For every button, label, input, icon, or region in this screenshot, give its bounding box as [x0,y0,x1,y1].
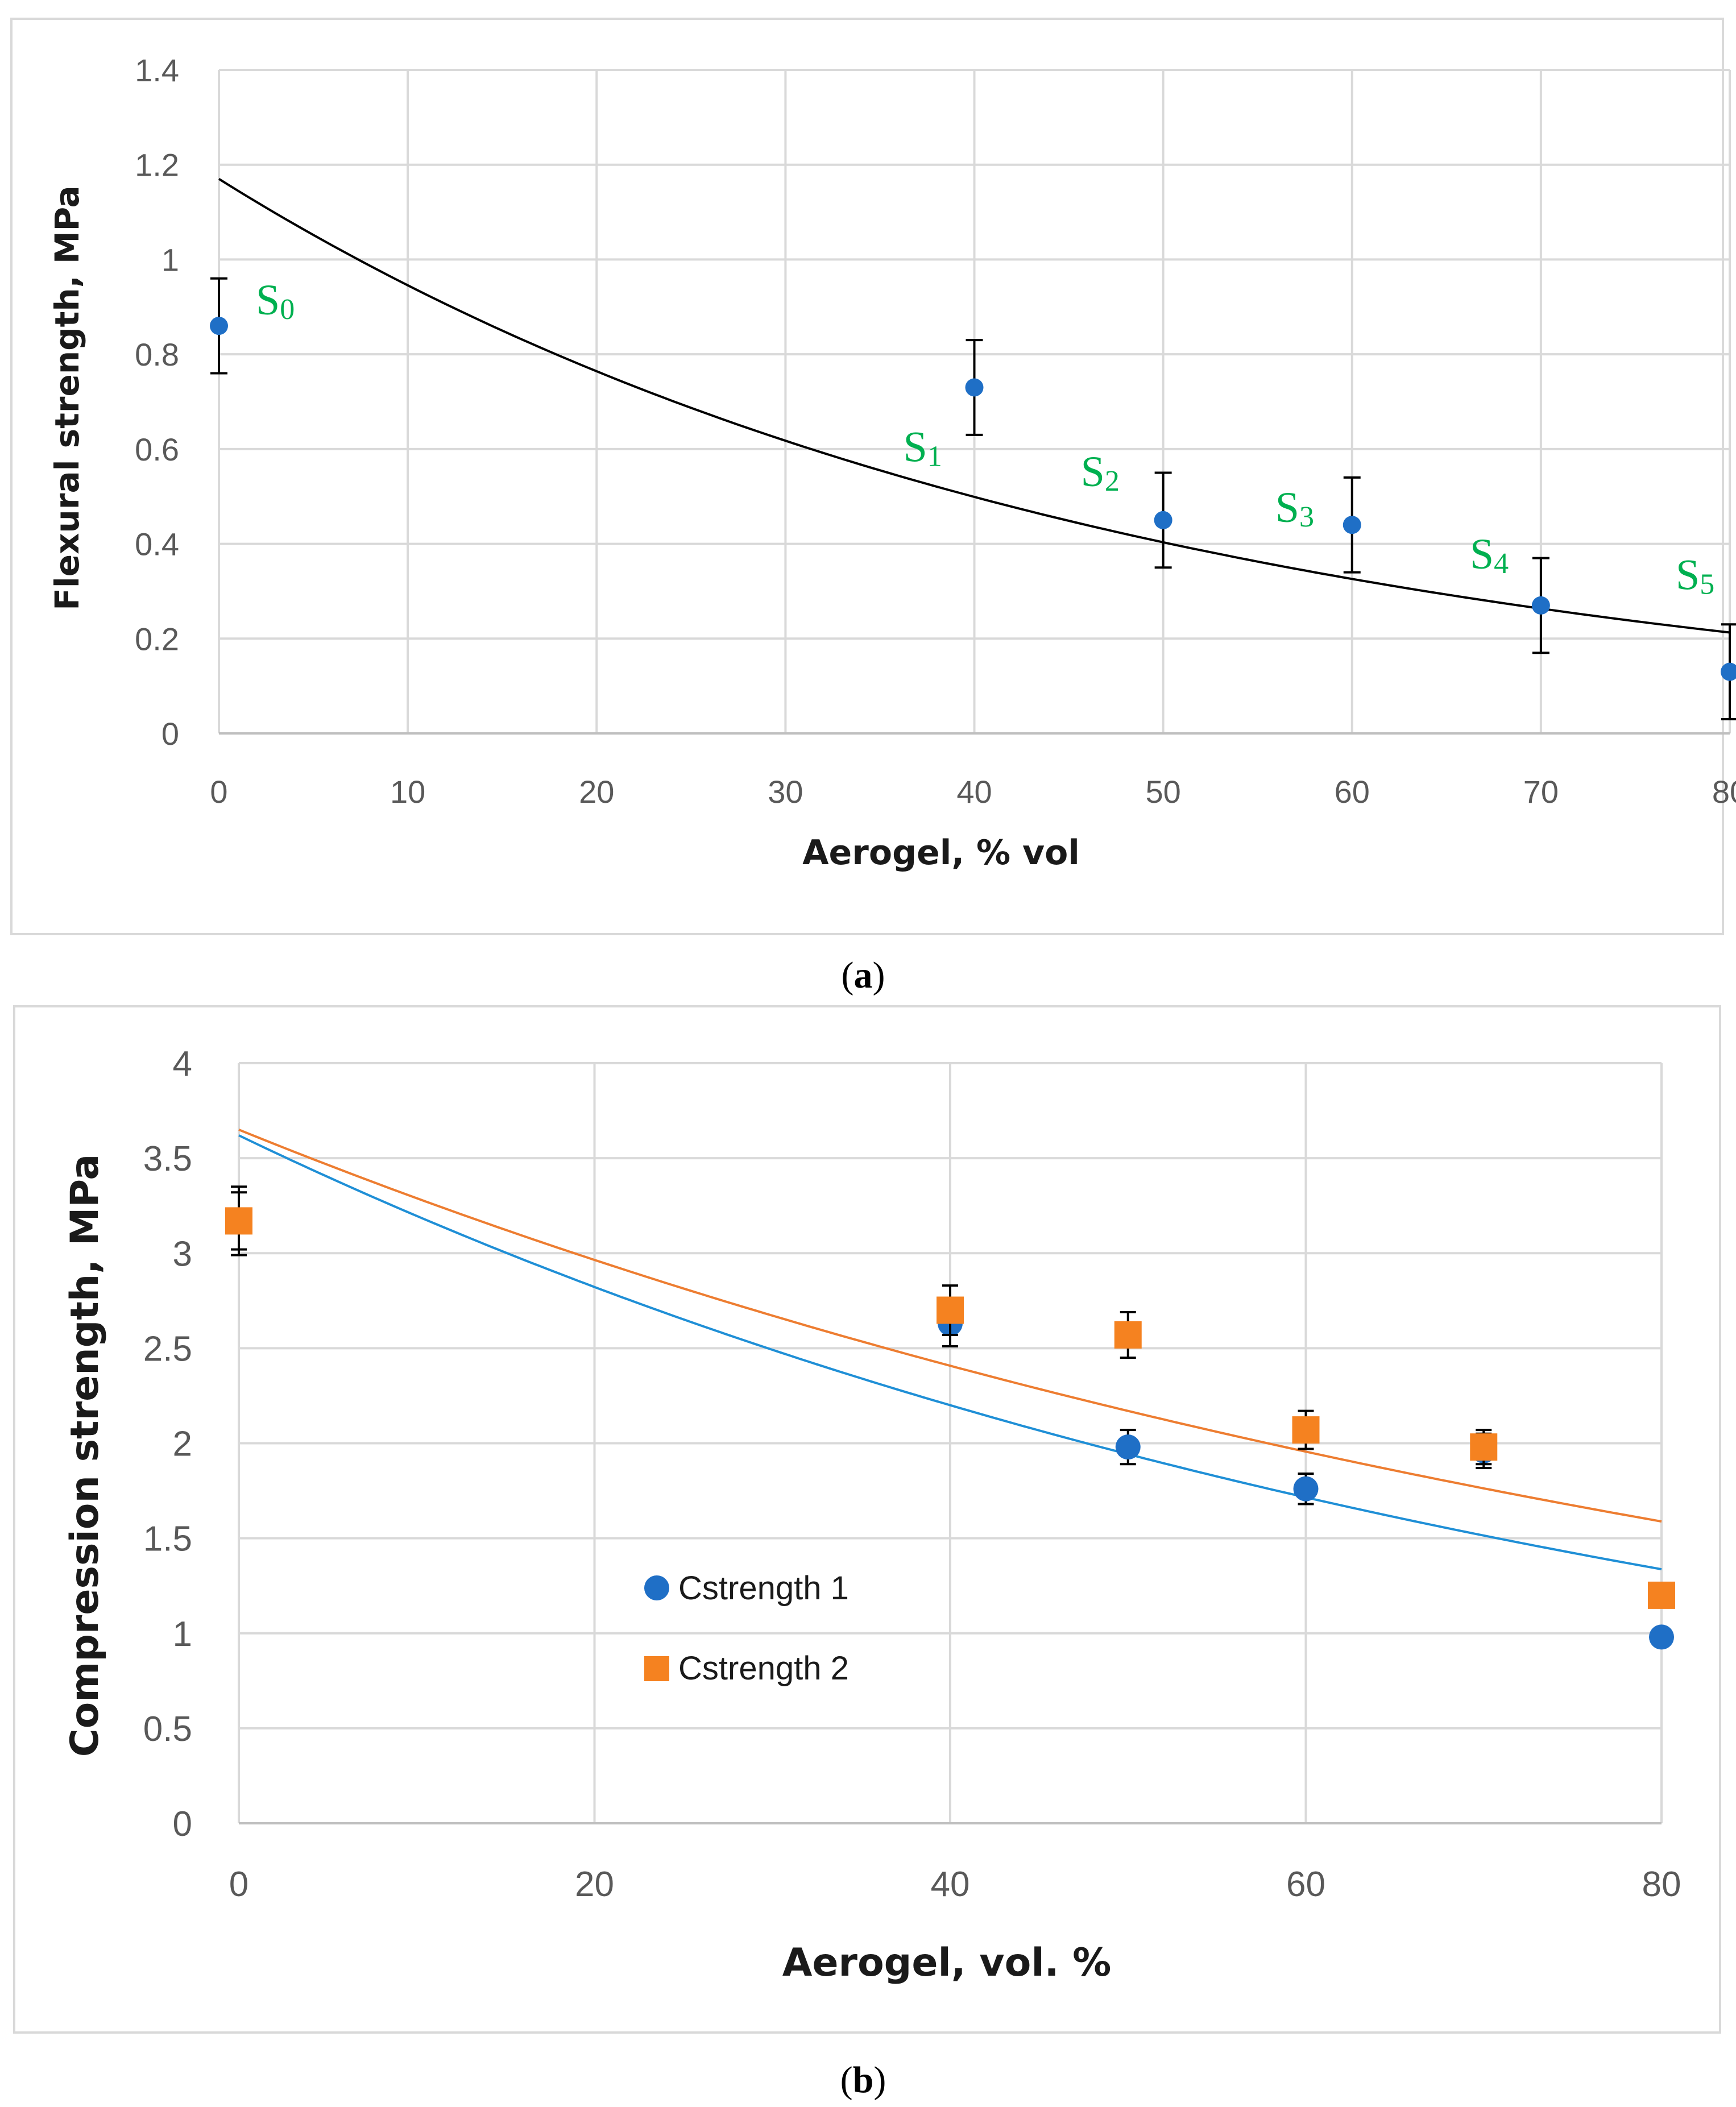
point-label-subscript: 2 [1105,465,1120,497]
panel-a-x-axis-title: Aerogel, % vol [802,833,1080,873]
panel-a-frame [10,18,1724,935]
panel-a-trendline-curve [218,178,1730,634]
panel-b-data-point-circle [1115,1434,1141,1460]
panel-b-data-points [225,1185,1675,1650]
panel-a-data-point [1721,662,1736,681]
panel-b-x-tick-label: 40 [931,1865,970,1904]
point-label-letter: S [1470,530,1494,578]
panel-a-x-tick-label: 10 [390,774,425,810]
panel-b-caption: (b) [840,2059,886,2101]
panel-a-x-tick-label: 80 [1712,774,1736,810]
panel-a-x-tick-label: 40 [956,774,992,810]
point-label-subscript: 5 [1700,569,1714,601]
legend-marker-cstrength-2 [644,1656,669,1681]
panel-a-y-tick-label: 0.2 [135,621,179,657]
panel-b-x-axis-title: Aerogel, vol. % [782,1940,1112,1985]
panel-a-data-point [1531,596,1550,615]
panel-b-data-point-circle [1293,1476,1319,1502]
panel-b-trendline-circle [238,1134,1662,1571]
panel-a-caption-letter: a [854,955,873,996]
panel-b-data-point-circle [1649,1624,1674,1650]
panel-b-trendline-square [238,1129,1662,1523]
panel-b-y-tick-label: 3.5 [143,1139,192,1179]
point-label-letter: S [1676,551,1700,599]
panel-a-y-axis-title: Flexural strength, MPa [48,185,86,610]
panel-a-caption: (a) [842,955,885,996]
panel-b-frame [13,1005,1721,2034]
panel-a-data-point [1154,511,1172,529]
panel-a-y-tick-label: 0.6 [135,432,179,467]
panel-a-x-tick-label: 20 [579,774,614,810]
panel-a-point-label: S3 [1275,484,1314,533]
point-label-subscript: 3 [1299,501,1314,533]
point-label-subscript: 1 [927,440,942,472]
point-label-letter: S [1081,448,1105,496]
panel-b-data-point-square [937,1296,964,1324]
panel-b-caption-letter: b [853,2059,874,2101]
panel-b-y-tick-label: 1.5 [143,1520,192,1559]
panel-b-gridlines [238,1062,1663,1824]
panel-a-point-label: S0 [256,276,295,326]
panel-a-x-tick-label: 50 [1145,774,1180,810]
legend-marker-cstrength-1 [644,1575,669,1600]
point-label-letter: S [256,276,280,324]
panel-a-data-point [210,317,228,335]
panel-b-y-tick-label: 0 [173,1805,192,1844]
panel-b-y-tick-label: 1 [173,1615,192,1654]
panel-b-data-point-square [1648,1581,1675,1609]
panel-a-data-point [1343,516,1361,534]
panel-a-point-label: S2 [1081,448,1120,497]
panel-b-y-tick-label: 0.5 [143,1710,192,1749]
panel-b-y-tick-label: 4 [173,1044,192,1084]
panel-b-y-tick-label: 2 [173,1425,192,1464]
panel-b-legend: Cstrength 1 Cstrength 2 [644,1570,849,1687]
legend-label-cstrength-1: Cstrength 1 [678,1570,849,1607]
panel-a-x-tick-label: 30 [768,774,803,810]
panel-b-data-point-square [1292,1416,1320,1444]
panel-b-y-tick-label: 3 [173,1234,192,1274]
panel-b-trendlines [238,1129,1662,1571]
panel-b-data-point-square [1114,1321,1142,1349]
panel-a-y-tick-label: 0.8 [135,337,179,372]
panel-a-flexural-strength-chart: 00.20.40.60.811.21.401020304050607080 S0… [10,18,1736,935]
panel-b-data-point-square [1470,1433,1498,1461]
panel-b-y-axis-title: Compression strength, MPa [63,1154,107,1757]
panel-b-tick-labels: 00.511.522.533.540 20 40 60 80 [143,1044,1681,1904]
panel-b-compression-strength-chart: 00.511.522.533.540 20 40 60 80 Aerogel, vol.… [13,1005,1721,2034]
panel-a-trendline [218,178,1730,634]
panel-a-y-tick-label: 1.2 [135,147,179,183]
panel-a-y-tick-label: 1 [161,242,179,277]
point-label-subscript: 4 [1494,548,1509,580]
panel-a-x-tick-label: 70 [1523,774,1559,810]
panel-b-y-tick-label: 2.5 [143,1329,192,1368]
panel-a-x-tick-label: 0 [210,774,227,810]
panel-b-x-tick-label: 60 [1286,1865,1325,1904]
panel-a-point-label: S1 [904,423,942,472]
panel-a-point-label: S4 [1470,530,1509,580]
panel-b-data-point-square [225,1207,252,1235]
panel-a-y-tick-label: 1.4 [135,52,179,88]
point-label-letter: S [1275,484,1299,532]
panel-a-y-tick-label: 0.4 [135,526,179,562]
point-label-subscript: 0 [280,293,295,326]
panel-a-y-tick-label: 0 [161,716,179,752]
panel-b-x-tick-label: 0 [229,1865,248,1904]
panel-b-x-tick-label: 80 [1642,1865,1681,1904]
panel-a-data-points [210,277,1736,720]
panel-a-data-point [965,378,984,397]
point-label-letter: S [904,423,927,471]
panel-a-x-tick-label: 60 [1335,774,1370,810]
panel-b-x-tick-label: 20 [575,1865,614,1904]
legend-label-cstrength-2: Cstrength 2 [678,1650,849,1687]
panel-a-tick-labels: 00.20.40.60.811.21.401020304050607080 [135,52,1736,810]
panel-a-point-label: S5 [1676,551,1714,601]
